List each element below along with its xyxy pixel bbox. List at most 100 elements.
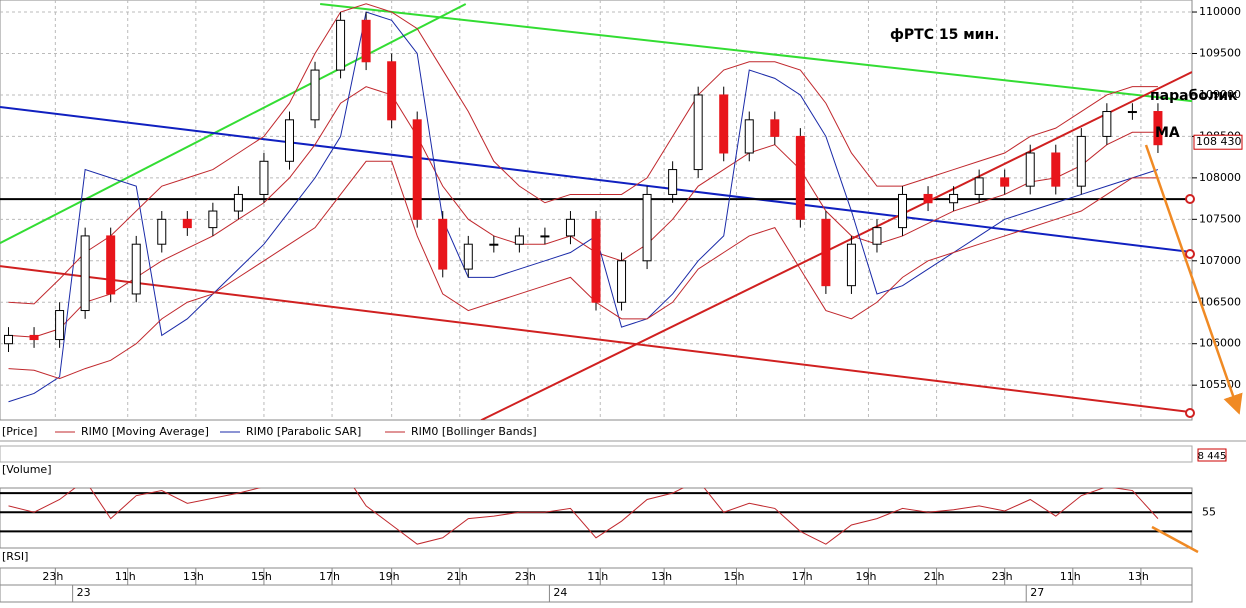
marker [1185,408,1195,418]
candle-body [872,227,882,245]
candle-body [668,169,678,195]
x-tick-label: 19h [855,570,876,583]
candle-body [55,310,65,341]
rsi-tick-label: 55 [1202,505,1216,518]
trendline [320,2,1192,103]
candle-body [949,193,959,204]
x-tick-label: 21h [447,570,468,583]
candle-body [1102,111,1112,137]
day-label: 27 [1030,586,1044,599]
legend-label: RIM0 [Parabolic SAR] [246,425,361,438]
x-tick-label: 23h [992,570,1013,583]
day-axis [0,584,1193,603]
trendline [0,3,467,245]
x-tick-label: 15h [723,570,744,583]
forecast-arrow [1151,525,1199,554]
candle-body [617,260,627,303]
y-tick-label: 110000 [1199,5,1241,18]
candle-body [259,160,269,195]
candle-body [1153,111,1163,146]
y-tick-label: 106500 [1199,295,1241,308]
candle-body [361,19,371,63]
candle-body [923,193,933,204]
forecast-arrow [1144,144,1243,415]
candle-body [438,218,448,270]
candle-body [974,177,984,195]
x-tick-label: 11h [1060,570,1081,583]
volume-box [1197,448,1227,462]
x-tick-label: 13h [183,570,204,583]
rsi-line [8,488,1159,545]
candle-body [310,69,320,121]
candle-body [489,243,499,246]
rsi-panel [0,487,1193,549]
candle-body [4,334,14,345]
trendline [0,265,1192,414]
plot-frame [0,0,1193,421]
legend-label: RIM0 [Moving Average] [81,425,209,438]
candle-body [80,235,90,312]
marker [1185,249,1195,259]
y-tick-label: 109000 [1199,88,1241,101]
candle-body [463,243,473,270]
marker [1185,194,1195,204]
y-tick-label: 105500 [1199,378,1241,391]
annotation: MA [1155,125,1180,141]
x-tick-label: 23h [515,570,536,583]
candle-body [412,119,422,220]
indicator-line [8,11,1159,403]
candle-body [1000,177,1010,187]
candle-body [591,218,601,303]
candle-body [182,218,192,229]
legend-label: RIM0 [Bollinger Bands] [411,425,537,438]
annotation: фРТС 15 мин. [890,27,999,43]
candle-body [1051,152,1061,187]
trendline [480,71,1192,420]
candle-body [821,218,831,287]
rsi-label: [RSI] [2,550,28,563]
candle-body [693,94,703,171]
candle-body [131,243,141,295]
candle-body [336,19,346,71]
x-tick-label: 17h [319,570,340,583]
candle-body [29,334,39,341]
candle-body [744,119,754,154]
y-tick-label: 109500 [1199,46,1241,59]
x-tick-label: 17h [792,570,813,583]
candle-body [514,235,524,245]
day-label: 24 [553,586,567,599]
x-tick-label: 15h [251,570,272,583]
x-tick-label: 21h [924,570,945,583]
volume-panel [0,445,1193,463]
candle-body [846,243,856,287]
band-upper [8,3,1158,305]
price-tag-label: 108 430 [1196,135,1242,148]
x-tick-label: 13h [651,570,672,583]
volume-label: [Volume] [2,463,52,476]
candle-body [719,94,729,154]
x-tick-label: 19h [379,570,400,583]
candle-body [387,61,397,121]
y-tick-label: 107000 [1199,254,1241,267]
candle-body [795,135,805,220]
candle-body [1076,135,1086,187]
day-label: 23 [77,586,91,599]
annotation: параболик [1150,88,1238,104]
y-tick-label: 108000 [1199,171,1241,184]
x-tick-label: 13h [1128,570,1149,583]
x-tick-label: 11h [587,570,608,583]
candle-body [157,218,167,245]
candle-body [1127,111,1137,114]
candle-body [770,119,780,137]
axis-label: [Price] [2,425,37,438]
candle-body [208,210,218,229]
price-tag [1193,134,1243,150]
candle-body [1025,152,1035,187]
candle-body [565,218,575,237]
x-tick-label: 11h [115,570,136,583]
volume-last: 8 445 [1198,451,1227,462]
trendline [0,106,1192,254]
candle-body [642,193,652,262]
candle-body [284,119,294,162]
